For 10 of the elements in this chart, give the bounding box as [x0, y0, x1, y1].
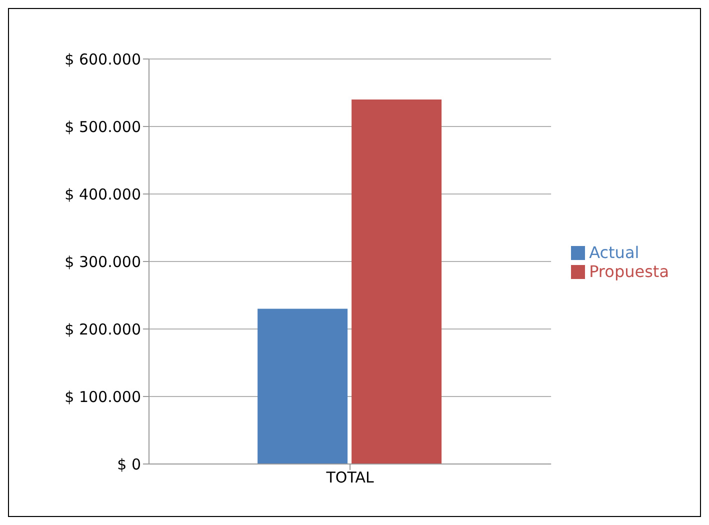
- x-tick-label: TOTAL: [325, 468, 374, 487]
- legend-label: Actual: [589, 242, 640, 262]
- y-tick-label: $ 600.000: [64, 50, 141, 68]
- y-tick-label: $ 300.000: [64, 252, 141, 271]
- y-tick-label: $ 0: [117, 455, 141, 474]
- y-tick-label: $ 200.000: [64, 320, 141, 338]
- legend-label: Propuesta: [589, 262, 669, 280]
- y-tick-label: $ 400.000: [64, 185, 141, 204]
- y-tick-label: $ 100.000: [64, 388, 141, 406]
- y-tick-label: $ 500.000: [64, 118, 141, 136]
